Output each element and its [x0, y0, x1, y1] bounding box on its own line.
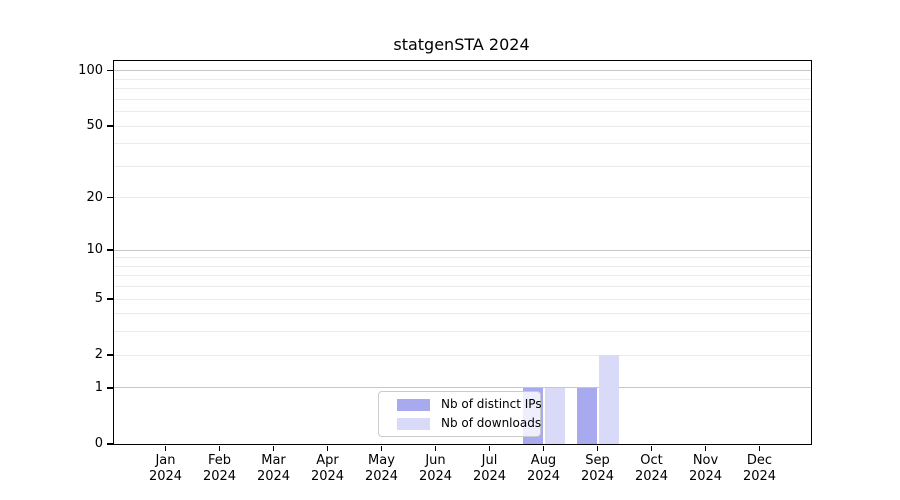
x-tick-month-apr: Apr [316, 453, 339, 468]
minor-gridline-50 [114, 125, 811, 127]
x-tick-year-mar: 2024 [256, 468, 291, 484]
x-tick-oct [650, 445, 653, 451]
x-tick-label-feb: Feb 2024 [185, 453, 255, 484]
x-tick-jun [434, 445, 437, 451]
minor-gridline-90 [114, 78, 811, 80]
x-tick-label-oct: Oct 2024 [617, 453, 687, 484]
minor-gridline-5 [114, 298, 811, 300]
legend-swatch-downloads [397, 417, 430, 430]
x-tick-year-jul: 2024 [472, 468, 507, 484]
y-tick-label-20: 20 [86, 189, 103, 205]
x-tick-year-may: 2024 [364, 468, 399, 484]
x-tick-year-jan: 2024 [148, 468, 183, 484]
x-tick-year-nov: 2024 [688, 468, 723, 484]
y-tick-label-100: 100 [78, 62, 103, 78]
x-tick-month-nov: Nov [692, 453, 719, 468]
y-tick-label-2: 2 [94, 347, 103, 363]
y-tick-50 [106, 125, 113, 127]
x-tick-label-may: May 2024 [347, 453, 417, 484]
minor-gridline-7 [114, 275, 811, 277]
x-tick-label-jan: Jan 2024 [131, 453, 201, 484]
y-tick-100 [106, 70, 113, 72]
x-tick-month-jan: Jan [155, 453, 176, 468]
y-tick-0 [106, 443, 113, 445]
x-tick-month-feb: Feb [207, 453, 232, 468]
x-tick-label-sep: Sep 2024 [563, 453, 633, 484]
bar-distinct-ips-sep [576, 387, 597, 444]
x-tick-may [380, 445, 383, 451]
x-tick-apr [326, 445, 329, 451]
minor-gridline-6 [114, 286, 811, 288]
x-tick-label-jul: Jul 2024 [455, 453, 525, 484]
x-tick-month-aug: Aug [530, 453, 557, 468]
x-tick-year-feb: 2024 [202, 468, 237, 484]
x-tick-sep [596, 445, 599, 451]
y-tick-label-10: 10 [86, 242, 103, 258]
x-tick-month-oct: Oct [640, 453, 663, 468]
bar-downloads-aug [544, 387, 565, 444]
x-tick-month-sep: Sep [585, 453, 610, 468]
legend-label-downloads: Nb of downloads [441, 416, 542, 430]
x-tick-year-apr: 2024 [310, 468, 345, 484]
x-tick-year-aug: 2024 [526, 468, 561, 484]
y-tick-10 [106, 249, 113, 251]
x-tick-month-jun: Jun [425, 453, 446, 468]
x-tick-nov [704, 445, 707, 451]
chart-title: statgenSTA 2024 [393, 35, 530, 54]
x-tick-year-oct: 2024 [634, 468, 669, 484]
minor-gridline-60 [114, 111, 811, 113]
minor-gridline-30 [114, 165, 811, 167]
legend-label-distinct-ips: Nb of distinct IPs [441, 397, 542, 411]
x-tick-label-aug: Aug 2024 [509, 453, 579, 484]
x-tick-jan [164, 445, 167, 451]
minor-gridline-20 [114, 197, 811, 199]
x-tick-label-nov: Nov 2024 [671, 453, 741, 484]
x-tick-month-dec: Dec [746, 453, 773, 468]
minor-gridline-9 [114, 257, 811, 259]
x-tick-label-jun: Jun 2024 [401, 453, 471, 484]
plot-area: Nb of distinct IPs Nb of downloads 0 1 2 5 1… [78, 60, 812, 484]
major-gridline-100 [114, 70, 811, 72]
x-tick-month-may: May [368, 453, 395, 468]
x-tick-year-sep: 2024 [580, 468, 615, 484]
x-tick-label-mar: Mar 2024 [239, 453, 309, 484]
y-tick-label-50: 50 [86, 118, 103, 134]
y-tick-label-0: 0 [94, 436, 103, 451]
minor-gridline-3 [114, 331, 811, 333]
y-tick-label-5: 5 [94, 291, 103, 307]
minor-gridline-70 [114, 98, 811, 100]
x-tick-year-dec: 2024 [742, 468, 777, 484]
minor-gridline-80 [114, 88, 811, 90]
x-tick-jul [488, 445, 491, 451]
y-tick-20 [106, 197, 113, 199]
minor-gridline-2 [114, 354, 811, 356]
x-tick-label-apr: Apr 2024 [293, 453, 363, 484]
x-tick-label-dec: Dec 2024 [725, 453, 795, 484]
x-tick-feb [218, 445, 221, 451]
minor-gridline-4 [114, 313, 811, 315]
x-tick-month-jul: Jul [481, 453, 498, 468]
x-tick-aug [542, 445, 545, 451]
legend: Nb of distinct IPs Nb of downloads [378, 391, 542, 437]
minor-gridline-8 [114, 265, 811, 267]
x-tick-year-jun: 2024 [418, 468, 453, 484]
legend-item-distinct-ips: Nb of distinct IPs [397, 397, 542, 411]
y-tick-1 [106, 387, 113, 389]
bar-downloads-sep [598, 355, 619, 444]
major-gridline-10 [114, 249, 811, 251]
x-tick-month-mar: Mar [261, 453, 286, 468]
x-tick-dec [758, 445, 761, 451]
y-tick-2 [106, 354, 113, 356]
y-tick-5 [106, 298, 113, 300]
x-tick-mar [272, 445, 275, 451]
legend-swatch-distinct-ips [397, 398, 430, 411]
y-tick-label-1: 1 [94, 379, 103, 395]
minor-gridline-40 [114, 143, 811, 145]
major-gridline-1 [114, 387, 811, 389]
legend-item-downloads: Nb of downloads [397, 416, 542, 430]
